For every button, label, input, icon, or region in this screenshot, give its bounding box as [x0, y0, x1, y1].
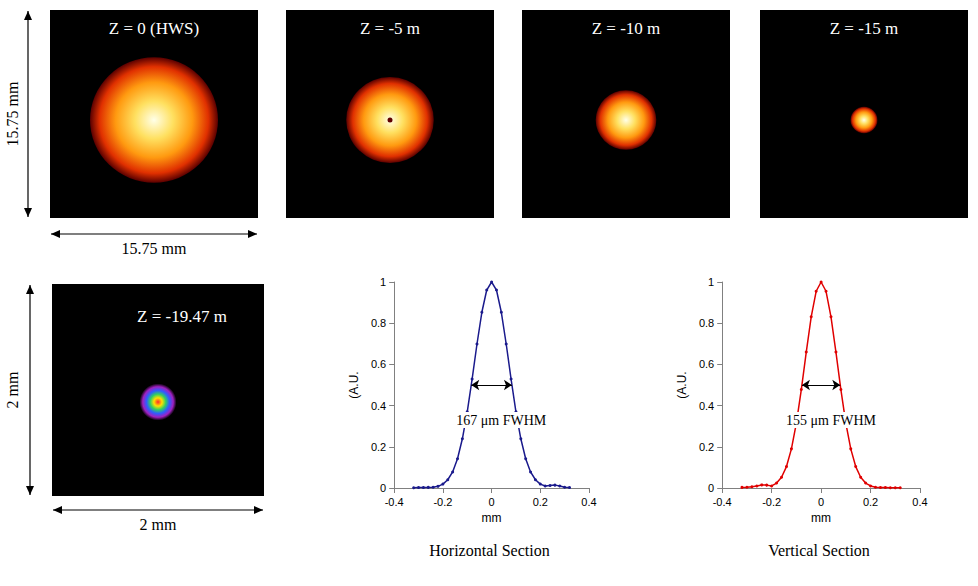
svg-text:Z = -10 m: Z = -10 m: [592, 19, 661, 38]
svg-text:Z = -5 m: Z = -5 m: [360, 19, 420, 38]
svg-text:Vertical Section: Vertical Section: [768, 542, 870, 559]
svg-text:0: 0: [818, 496, 824, 508]
svg-text:0.8: 0.8: [371, 317, 386, 329]
svg-text:-0.4: -0.4: [713, 496, 732, 508]
svg-text:167 μm FWHM: 167 μm FWHM: [456, 413, 547, 428]
svg-text:0.4: 0.4: [371, 400, 386, 412]
svg-text:0.2: 0.2: [371, 441, 386, 453]
svg-text:0.4: 0.4: [699, 400, 714, 412]
svg-text:0.2: 0.2: [533, 496, 548, 508]
svg-text:Horizontal Section: Horizontal Section: [429, 542, 549, 559]
svg-text:0.6: 0.6: [371, 358, 386, 370]
svg-text:15.75 mm: 15.75 mm: [4, 81, 21, 146]
svg-text:(A.U.: (A.U.: [347, 371, 361, 398]
svg-text:-0.2: -0.2: [762, 496, 781, 508]
svg-text:0: 0: [380, 482, 386, 494]
svg-text:0.2: 0.2: [699, 441, 714, 453]
svg-text:mm: mm: [482, 511, 502, 525]
svg-text:1: 1: [708, 276, 714, 288]
svg-text:15.75 mm: 15.75 mm: [122, 240, 187, 257]
svg-text:(A.U.: (A.U.: [675, 371, 689, 398]
svg-text:-0.4: -0.4: [385, 496, 404, 508]
svg-text:155 μm FWHM: 155 μm FWHM: [786, 413, 877, 428]
svg-text:0.8: 0.8: [699, 317, 714, 329]
svg-text:0: 0: [708, 482, 714, 494]
svg-text:0.6: 0.6: [699, 358, 714, 370]
svg-text:Z = 0 (HWS): Z = 0 (HWS): [109, 19, 199, 38]
svg-text:2 mm: 2 mm: [140, 516, 177, 533]
svg-text:0.4: 0.4: [912, 496, 927, 508]
svg-text:Z = -15 m: Z = -15 m: [830, 19, 899, 38]
svg-text:0: 0: [489, 496, 495, 508]
svg-text:0.2: 0.2: [863, 496, 878, 508]
svg-text:0.4: 0.4: [581, 496, 596, 508]
svg-text:Z = -19.47 m: Z = -19.47 m: [137, 307, 227, 326]
svg-text:mm: mm: [811, 511, 831, 525]
svg-text:1: 1: [380, 276, 386, 288]
svg-text:2 mm: 2 mm: [4, 371, 21, 408]
svg-text:-0.2: -0.2: [433, 496, 452, 508]
